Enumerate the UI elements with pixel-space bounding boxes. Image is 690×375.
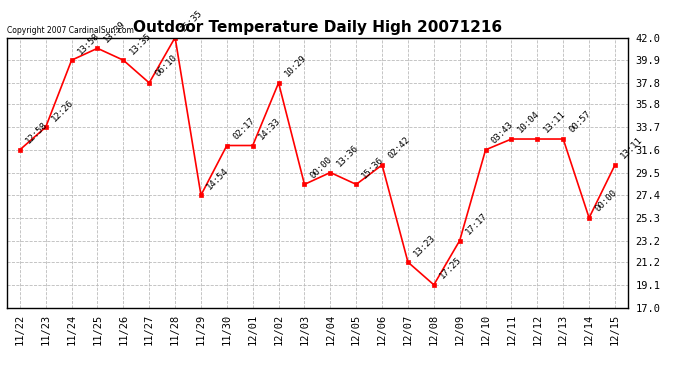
Text: 14:33: 14:33 (257, 116, 282, 141)
Text: 13:39: 13:39 (101, 19, 127, 44)
Text: 14:54: 14:54 (205, 166, 230, 191)
Text: 13:36: 13:36 (335, 143, 360, 168)
Text: 13:58: 13:58 (76, 31, 101, 56)
Text: 15:35: 15:35 (179, 8, 205, 33)
Text: 13:11: 13:11 (542, 110, 567, 135)
Text: 17:17: 17:17 (464, 211, 489, 236)
Text: 00:57: 00:57 (567, 110, 593, 135)
Text: 02:42: 02:42 (386, 135, 412, 161)
Text: 13:11: 13:11 (619, 135, 644, 161)
Text: 13:23: 13:23 (412, 232, 437, 258)
Text: 02:17: 02:17 (231, 116, 257, 141)
Text: 17:25: 17:25 (438, 255, 464, 280)
Text: 06:10: 06:10 (153, 53, 179, 79)
Text: 10:29: 10:29 (283, 53, 308, 79)
Title: Outdoor Temperature Daily High 20071216: Outdoor Temperature Daily High 20071216 (133, 20, 502, 35)
Text: 10:04: 10:04 (515, 110, 541, 135)
Text: 15:36: 15:36 (360, 155, 386, 180)
Text: 00:00: 00:00 (593, 188, 619, 214)
Text: 12:58: 12:58 (24, 120, 50, 146)
Text: 12:26: 12:26 (50, 98, 75, 123)
Text: 13:35: 13:35 (128, 31, 153, 56)
Text: 00:00: 00:00 (308, 155, 334, 180)
Text: 03:43: 03:43 (490, 120, 515, 146)
Text: Copyright 2007 CardinalSun.com: Copyright 2007 CardinalSun.com (7, 26, 134, 35)
